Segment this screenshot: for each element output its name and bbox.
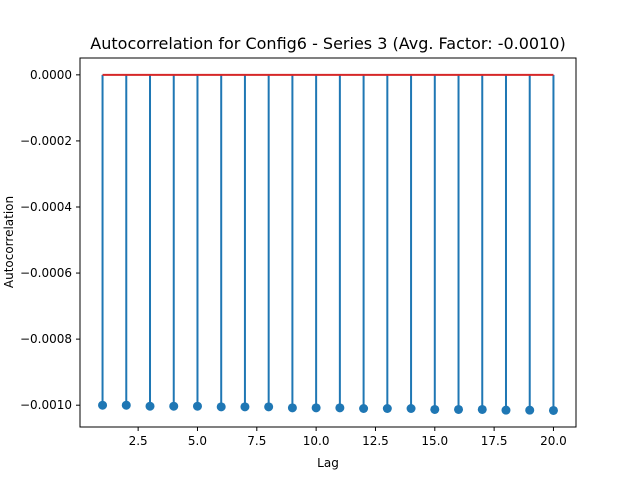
y-tick-label: −0.0006 [20,266,72,280]
stem-marker-lag-5 [192,401,202,411]
stem-marker-lag-15 [430,404,440,414]
stems-group [101,74,555,411]
stem-marker-lag-18 [501,405,511,415]
stem-marker-lag-6 [216,402,226,412]
chart-title: Autocorrelation for Config6 - Series 3 (… [90,34,565,53]
y-tick-label: −0.0002 [20,134,72,148]
x-tick-label: 12.5 [362,434,389,448]
stem-marker-lag-14 [406,404,416,414]
stem-marker-lag-9 [287,403,297,413]
y-tick-label: −0.0004 [20,200,72,214]
stem-marker-lag-17 [477,404,487,414]
y-tick-label: −0.0010 [20,398,72,412]
y-tick-label: −0.0008 [20,332,72,346]
x-tick-label: 2.5 [129,434,148,448]
stem-marker-lag-20 [548,405,558,415]
x-ticks: 2.5 5.0 7.5 10.0 12.5 15.0 17.5 20.0 [129,427,567,448]
stem-marker-lag-8 [264,402,274,412]
stem-marker-lag-16 [454,404,464,414]
stem-marker-lag-7 [240,402,250,412]
y-tick-label: 0.0000 [30,68,72,82]
x-tick-label: 17.5 [481,434,508,448]
stem-marker-lag-2 [121,400,131,410]
x-tick-label: 5.0 [188,434,207,448]
stem-marker-lag-19 [525,405,535,415]
y-axis-label: Autocorrelation [2,196,16,288]
stem-marker-lag-10 [311,403,321,413]
x-tick-label: 20.0 [540,434,567,448]
x-tick-label: 7.5 [247,434,266,448]
stem-marker-lag-1 [98,400,108,410]
stem-marker-lag-13 [382,404,392,414]
plot-frame [79,57,577,428]
markers-group [98,400,558,415]
x-tick-label: 15.0 [421,434,448,448]
stem-marker-lag-12 [359,404,369,414]
x-axis-label: Lag [317,456,339,470]
stem-marker-lag-4 [169,401,179,411]
stem-marker-lag-11 [335,403,345,413]
x-tick-label: 10.0 [303,434,330,448]
stem-marker-lag-3 [145,401,155,411]
y-ticks: 0.0000 −0.0002 −0.0004 −0.0006 −0.0008 −0.001… [20,68,80,412]
